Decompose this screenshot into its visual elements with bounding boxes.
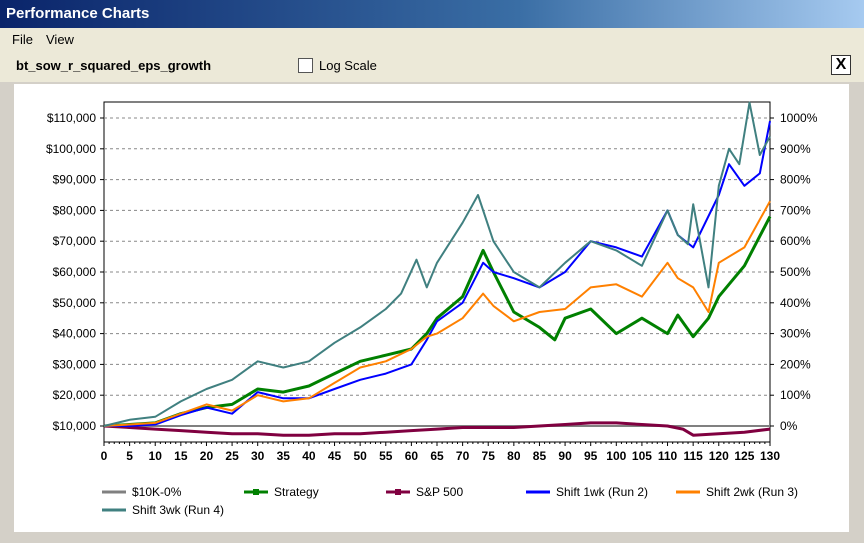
x-tick-label: 95 [584, 449, 598, 463]
x-tick-label: 35 [277, 449, 291, 463]
y2-tick-label: 200% [780, 357, 811, 371]
chart-panel: $10,000 0% $20,000 100% $30,000 200% $40,000 30… [14, 84, 849, 532]
series-line [103, 421, 771, 437]
x-tick-label: 65 [430, 449, 444, 463]
series-line [104, 120, 771, 427]
window-title: Performance Charts [6, 5, 150, 22]
menu-file[interactable]: File [12, 32, 33, 47]
y-tick-label: $40,000 [53, 327, 97, 341]
y2-tick-label: 700% [780, 203, 811, 217]
x-tick-label: 25 [225, 449, 239, 463]
legend-label: S&P 500 [416, 485, 463, 499]
y-tick-label: $20,000 [53, 388, 97, 402]
legend-marker [395, 489, 401, 495]
x-tick-label: 110 [658, 449, 678, 463]
x-tick-label: 50 [353, 449, 367, 463]
menu-view[interactable]: View [46, 32, 74, 47]
y2-tick-label: 1000% [780, 111, 818, 125]
x-tick-label: 20 [200, 449, 214, 463]
series-line [103, 215, 772, 428]
performance-chart: $10,000 0% $20,000 100% $30,000 200% $40,000 30… [46, 101, 818, 517]
x-tick-label: 5 [126, 449, 133, 463]
y-tick-label: $50,000 [53, 296, 97, 310]
y2-tick-label: 900% [780, 142, 811, 156]
x-tick-label: 90 [558, 449, 572, 463]
y2-tick-label: 300% [780, 327, 811, 341]
series-line [103, 101, 771, 427]
log-scale-label[interactable]: Log Scale [319, 58, 377, 73]
y2-tick-label: 400% [780, 296, 811, 310]
legend-label: Shift 3wk (Run 4) [132, 503, 224, 517]
x-tick-label: 115 [683, 449, 703, 463]
x-tick-label: 55 [379, 449, 393, 463]
legend-marker [253, 489, 259, 495]
x-tick-label: 40 [302, 449, 316, 463]
y-tick-label: $110,000 [47, 111, 96, 125]
x-tick-label: 10 [149, 449, 163, 463]
y-tick-label: $90,000 [53, 173, 97, 187]
y2-tick-label: 800% [780, 173, 811, 187]
x-tick-label: 60 [405, 449, 419, 463]
x-tick-label: 120 [709, 449, 729, 463]
series-line [103, 200, 771, 427]
close-button[interactable]: X [831, 55, 851, 75]
y2-tick-label: 0% [780, 419, 798, 433]
x-tick-label: 15 [174, 449, 188, 463]
y-tick-label: $30,000 [53, 357, 97, 371]
y2-tick-label: 500% [780, 265, 811, 279]
y2-tick-label: 100% [780, 388, 811, 402]
y-tick-label: $80,000 [53, 203, 97, 217]
x-tick-label: 130 [760, 449, 780, 463]
x-tick-label: 80 [507, 449, 521, 463]
legend-label: Shift 2wk (Run 3) [706, 485, 798, 499]
y-tick-label: $70,000 [53, 234, 97, 248]
x-tick-label: 70 [456, 449, 470, 463]
x-tick-label: 105 [632, 449, 652, 463]
menu-bar: File View [0, 28, 864, 50]
x-tick-label: 75 [482, 449, 496, 463]
x-tick-label: 100 [606, 449, 626, 463]
legend-label: Strategy [274, 485, 319, 499]
legend-label: Shift 1wk (Run 2) [556, 485, 648, 499]
y2-tick-label: 600% [780, 234, 811, 248]
y-tick-label: $100,000 [46, 142, 96, 156]
x-tick-label: 125 [734, 449, 754, 463]
log-scale-checkbox[interactable] [298, 58, 313, 73]
y-tick-label: $60,000 [53, 265, 97, 279]
x-tick-label: 0 [101, 449, 108, 463]
close-icon: X [835, 56, 847, 73]
x-tick-label: 85 [533, 449, 547, 463]
x-tick-label: 30 [251, 449, 265, 463]
x-tick-label: 45 [328, 449, 342, 463]
chart-toolbar: bt_sow_r_squared_eps_growth Log Scale X [0, 50, 864, 82]
y-tick-label: $10,000 [53, 419, 97, 433]
legend-label: $10K-0% [132, 485, 182, 499]
strategy-name: bt_sow_r_squared_eps_growth [16, 58, 212, 73]
window-titlebar: Performance Charts [0, 0, 864, 28]
